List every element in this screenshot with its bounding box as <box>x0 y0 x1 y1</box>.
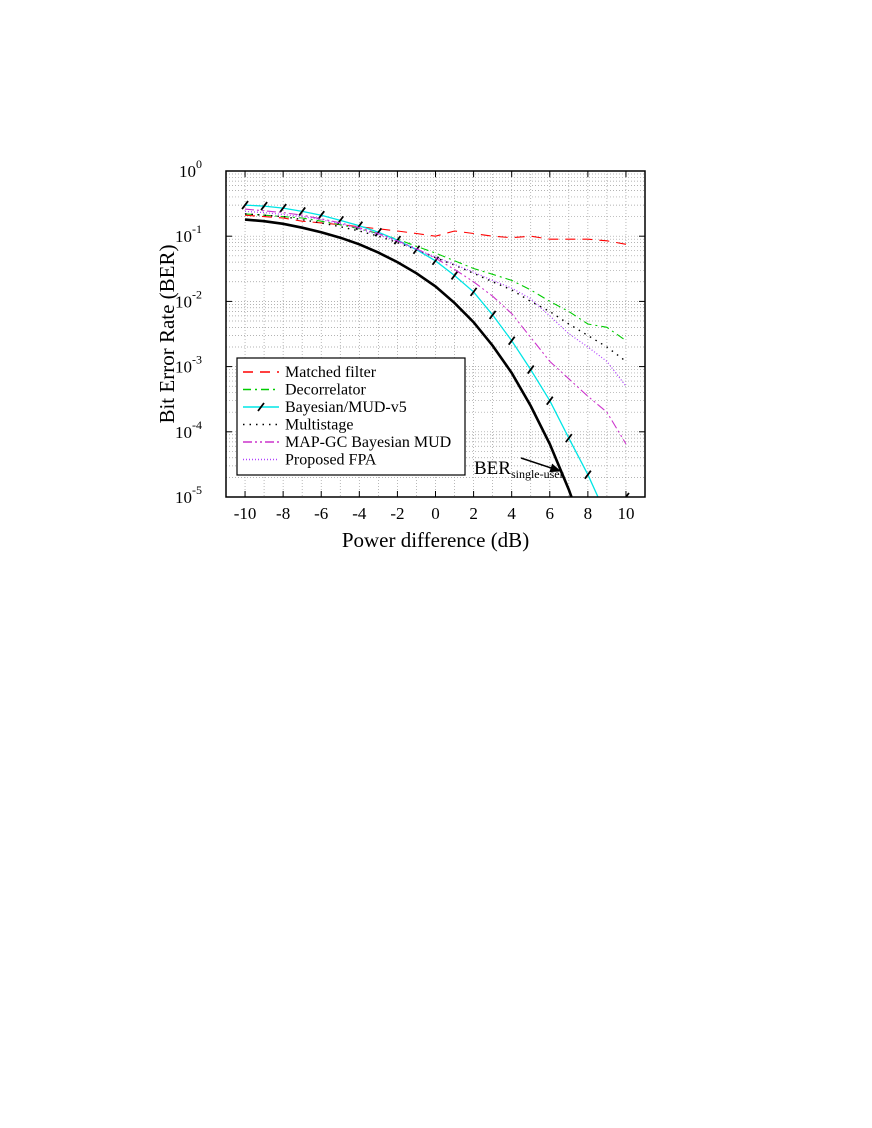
series-line-ber-single-user <box>244 218 602 497</box>
ber-single-user-annotation: BERsingle-user <box>474 457 564 481</box>
x-tick-label: -8 <box>276 504 290 523</box>
series-marker-bayesian-mud-v5 <box>450 270 459 280</box>
series-marker-bayesian-mud-v5 <box>488 310 497 320</box>
x-tick-label: -4 <box>352 504 367 523</box>
x-tick-label: 4 <box>507 504 516 523</box>
series-marker-bayesian-mud-v5 <box>260 201 268 211</box>
series-marker-bayesian-mud-v5 <box>546 396 554 406</box>
y-tick-label: 100 <box>179 157 202 181</box>
series-marker-bayesian-mud-v5 <box>431 256 440 266</box>
series-marker-bayesian-mud-v5 <box>393 235 402 245</box>
legend-label: Matched filter <box>285 364 377 381</box>
x-axis-title: Power difference (dB) <box>342 528 529 552</box>
legend-box <box>236 357 466 476</box>
series-marker-bayesian-mud-v5 <box>374 227 383 237</box>
series-marker-bayesian-mud-v5 <box>507 336 516 346</box>
y-tick-label: 10-5 <box>175 483 202 507</box>
y-tick-label: 10-4 <box>175 418 202 442</box>
legend-label: MAP-GC Bayesian MUD <box>285 434 451 451</box>
series-group <box>241 200 630 521</box>
x-tick-label: -10 <box>234 504 257 523</box>
series-marker-bayesian-mud-v5 <box>624 492 630 497</box>
legend: Matched filterDecorrelatorBayesian/MUD-v… <box>236 357 466 476</box>
series-marker-bayesian-mud-v5 <box>241 200 249 210</box>
series-marker-bayesian-mud-v5 <box>527 365 535 375</box>
annotation-label: BERsingle-user <box>474 458 564 481</box>
legend-swatch-marker <box>257 402 265 412</box>
annotation-arrowhead <box>549 463 562 473</box>
series-marker-bayesian-mud-v5 <box>355 221 364 231</box>
x-tick-label: -6 <box>314 504 328 523</box>
y-tick-label: 10-3 <box>175 353 202 377</box>
series-marker-bayesian-mud-v5 <box>317 210 325 220</box>
annotation-label-sub: single-user <box>511 467 564 481</box>
series-marker-bayesian-mud-v5 <box>565 433 573 443</box>
series-line-map-gc-bayesian-mud <box>244 208 627 445</box>
series-line-proposed-fpa <box>244 210 627 387</box>
y-tick-label: 10-2 <box>175 287 202 311</box>
legend-label: Multistage <box>285 417 353 434</box>
legend-label: Proposed FPA <box>285 452 377 469</box>
legend-label: Decorrelator <box>285 382 367 399</box>
series-marker-bayesian-mud-v5 <box>469 287 478 297</box>
x-tick-label: 8 <box>584 504 593 523</box>
ticks: -10 -8 -6 -4 -2 0 2 4 6 8 10 100 10-1 10-2 10-3 10-4 10-… <box>175 157 645 523</box>
series-marker-bayesian-mud-v5 <box>279 203 287 213</box>
annotation-label-main: BER <box>474 458 511 479</box>
x-tick-label: 6 <box>546 504 555 523</box>
x-tick-label: 10 <box>617 504 634 523</box>
x-tick-label: -2 <box>390 504 404 523</box>
y-tick-label: 10-1 <box>175 222 202 246</box>
series-line-matched-filter <box>244 214 627 245</box>
series-marker-bayesian-mud-v5 <box>604 513 610 521</box>
series-marker-bayesian-mud-v5 <box>584 470 592 480</box>
y-axis-title: Bit Error Rate (BER) <box>155 244 179 423</box>
series-marker-bayesian-mud-v5 <box>298 206 306 216</box>
legend-label: Bayesian/MUD-v5 <box>285 399 407 416</box>
series-line-multistage <box>244 213 627 362</box>
x-tick-label: 2 <box>469 504 478 523</box>
x-tick-label: 0 <box>431 504 440 523</box>
